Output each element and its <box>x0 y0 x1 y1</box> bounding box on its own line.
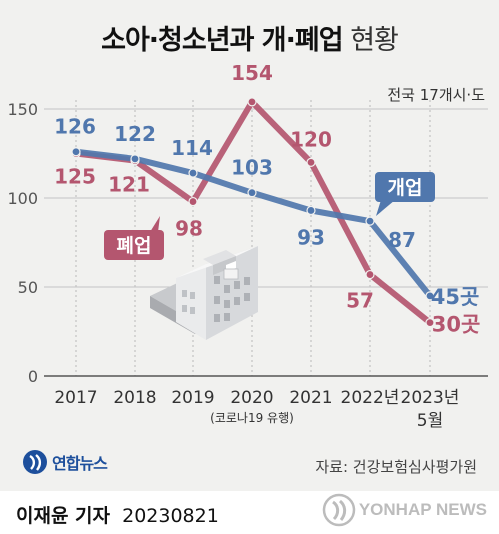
x-tick-sublabel-6: 5월 <box>417 411 443 431</box>
opening-data-label-2: 114 <box>171 136 213 160</box>
opening-series-callout: 개업 <box>375 172 435 216</box>
chart-subtitle: 전국 17개시·도 <box>387 86 485 104</box>
closing-data-label-4: 120 <box>290 127 332 151</box>
source-note: 자료: 건강보험심사평가원 <box>315 458 477 476</box>
opening-point-6 <box>425 291 435 301</box>
closing-data-label-1: 121 <box>108 173 150 197</box>
closing-point-6 <box>425 318 435 328</box>
closing-point-3 <box>247 97 257 107</box>
x-tick-label-5: 2022년 <box>341 388 400 408</box>
y-tick-label-100: 100 <box>7 189 38 208</box>
y-tick-label-0: 0 <box>28 367 38 386</box>
reporter-name: 이재윤 기자 <box>16 505 111 527</box>
x-tick-label-3: 2020 <box>230 388 273 408</box>
closing-series-callout-tail <box>150 216 160 232</box>
yonhap-logo: 연합뉴스 <box>22 449 108 475</box>
closing-data-label-5: 57 <box>346 289 374 313</box>
closing-point-4 <box>306 157 316 167</box>
closing-data-label-0: 125 <box>54 165 96 189</box>
yonhap-watermark-icon <box>322 493 356 527</box>
yonhap-logo-icon <box>23 450 47 474</box>
opening-point-1 <box>130 154 140 164</box>
x-tick-label-0: 2017 <box>54 388 97 408</box>
chart-title-main: 소아·청소년과 개·폐업 <box>101 25 343 56</box>
yonhap-watermark: YONHAP NEWS <box>322 493 487 527</box>
closing-data-label-2: 98 <box>175 217 203 241</box>
closing-series-callout-label: 폐업 <box>117 235 152 257</box>
chart-title: 소아·청소년과 개·폐업 현황 <box>0 18 499 57</box>
closing-series-callout-box <box>104 230 164 260</box>
closing-data-label-6: 30곳 <box>432 313 481 337</box>
hospital-illustration-icon <box>150 246 258 340</box>
chart-title-sub: 현황 <box>350 25 399 56</box>
opening-point-2 <box>188 168 198 178</box>
opening-point-5 <box>365 216 375 226</box>
footer-bar: 이재윤 기자 20230821 YONHAP NEWS <box>0 491 499 534</box>
opening-data-label-0: 126 <box>54 115 96 139</box>
closing-point-2 <box>188 196 198 207</box>
x-tick-sublabel-3: (코로나19 유행) <box>210 410 294 425</box>
x-tick-label-2: 2019 <box>171 388 214 408</box>
opening-data-label-3: 103 <box>231 156 273 180</box>
opening-point-3 <box>247 188 257 198</box>
y-tick-label-150: 150 <box>7 100 38 119</box>
infographic-panel: 소아·청소년과 개·폐업 현황 전국 17개시·도 <box>0 0 499 491</box>
x-tick-label-6: 2023년 <box>401 388 460 408</box>
closing-point-5 <box>365 269 375 280</box>
opening-series-callout-box <box>375 172 435 202</box>
closing-series-callout: 폐업 <box>104 216 164 260</box>
yonhap-logo-text: 연합뉴스 <box>52 454 108 473</box>
opening-series-callout-label: 개업 <box>388 177 423 199</box>
closing-data-label-3: 154 <box>231 61 273 85</box>
y-tick-label-50: 50 <box>18 278 38 297</box>
opening-data-label-5: 87 <box>388 228 416 252</box>
opening-data-label-4: 93 <box>297 225 325 249</box>
opening-point-4 <box>306 205 316 216</box>
opening-data-label-1: 122 <box>114 122 156 146</box>
x-tick-label-4: 2021 <box>289 388 332 408</box>
reporter-credit: 이재윤 기자 20230821 <box>16 501 219 528</box>
publish-date: 20230821 <box>122 505 219 527</box>
opening-series-callout-tail <box>376 200 395 216</box>
opening-data-label-6: 45곳 <box>431 285 480 309</box>
watermark-text: YONHAP NEWS <box>358 500 487 519</box>
opening-point-0 <box>71 147 81 157</box>
x-tick-label-1: 2018 <box>113 388 156 408</box>
